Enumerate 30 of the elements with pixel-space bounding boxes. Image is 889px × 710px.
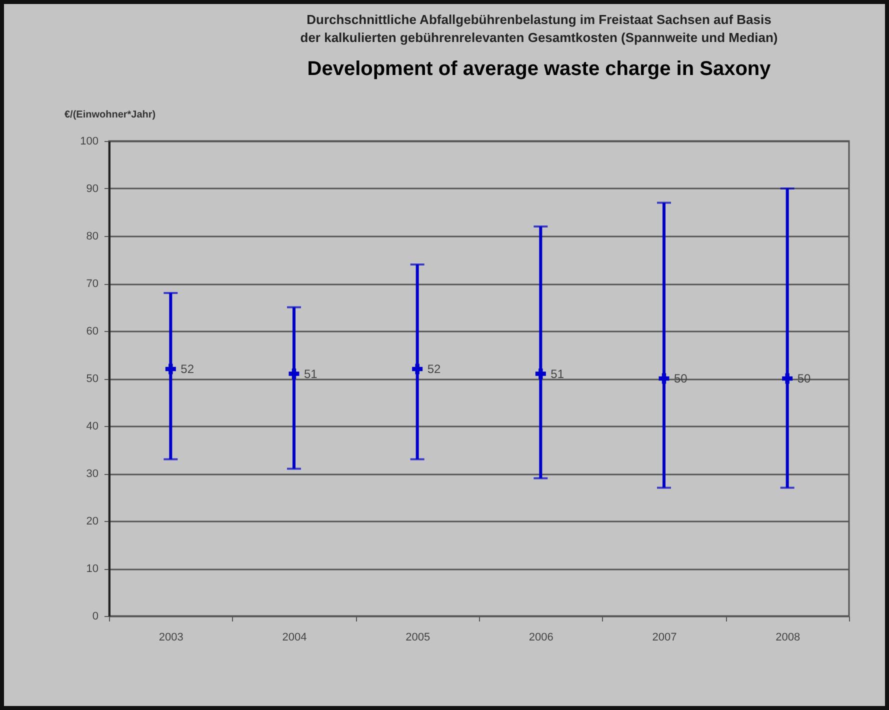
y-tick-label: 0 — [92, 610, 98, 622]
y-tick-label: 80 — [86, 230, 98, 242]
x-tick-label: 2003 — [158, 632, 184, 644]
data-label: 52 — [180, 362, 194, 376]
chart-title: Durchschnittliche Abfallgebührenbelastung im Freistaat Sachsen auf Basis der kalkulierten gebührenrelevanten Gesamtkosten (Spannweite und Median) — [300, 12, 778, 45]
point — [165, 364, 176, 374]
x-tick-label: 2007 — [652, 632, 677, 644]
y-axis-title: €/(Einwohner*Jahr) — [64, 110, 156, 120]
data-label: 51 — [304, 366, 318, 381]
point — [658, 373, 670, 384]
x-tick-label: 2005 — [406, 632, 430, 644]
point — [782, 373, 793, 384]
y-tick-label: 50 — [86, 373, 98, 385]
y-tick-label: 100 — [80, 136, 98, 148]
point — [535, 368, 546, 379]
point — [288, 368, 300, 379]
x-tick-label: 2006 — [528, 632, 554, 644]
y-tick-label: 20 — [86, 516, 98, 528]
x-tick-label: 2008 — [776, 632, 800, 644]
y-tick-label: 40 — [86, 420, 98, 432]
y-tick-label: 70 — [86, 278, 98, 290]
data-label: 51 — [550, 366, 564, 381]
y-tick-label: 10 — [86, 563, 98, 575]
y-tick-label: 30 — [86, 468, 98, 480]
chart-subtitle: Development of average waste charge in Saxony — [307, 58, 772, 80]
y-tick-label: 90 — [86, 183, 98, 195]
data-label: 52 — [427, 362, 442, 376]
x-tick-label: 2004 — [282, 632, 307, 644]
y-tick-label: 60 — [86, 326, 98, 338]
point — [412, 364, 423, 374]
